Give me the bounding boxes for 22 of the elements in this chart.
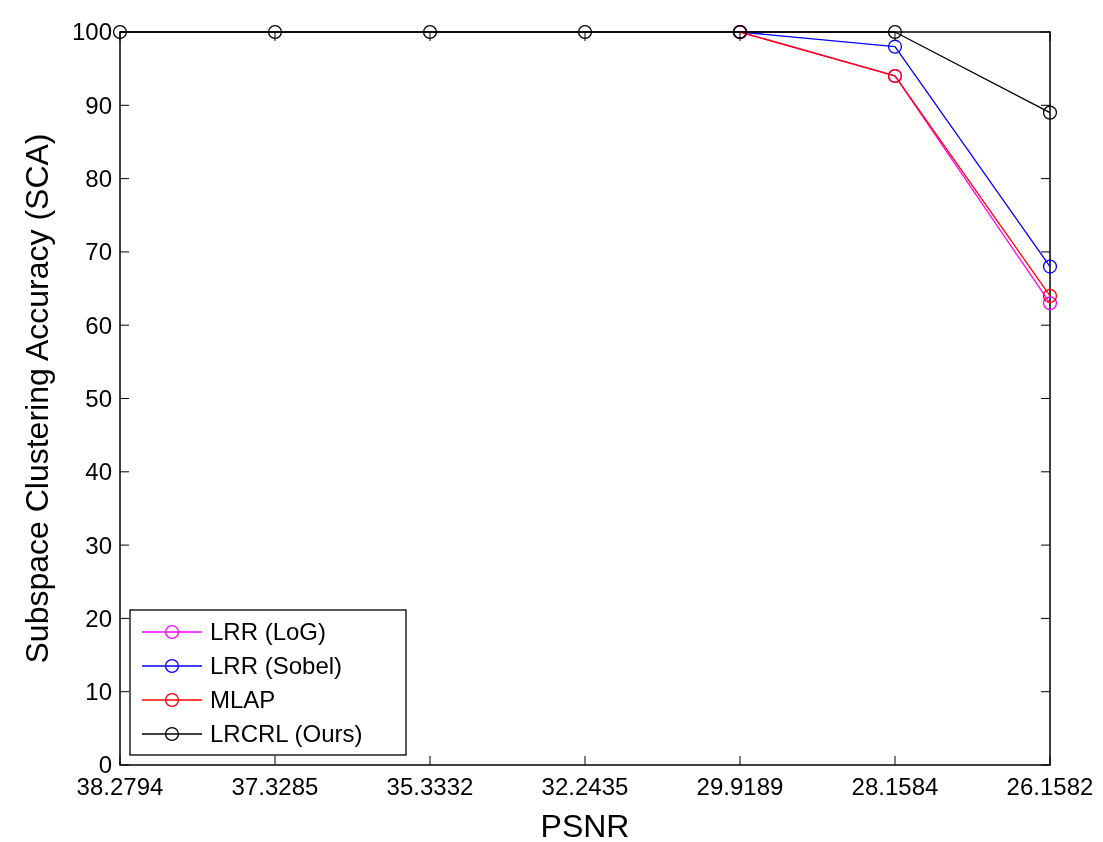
x-tick-label: 32.2435 xyxy=(541,773,629,800)
x-tick-label: 26.1582 xyxy=(1006,773,1094,800)
legend-label: LRR (Sobel) xyxy=(210,652,343,680)
legend-label: MLAP xyxy=(210,686,276,714)
x-tick-label: 28.1584 xyxy=(851,773,939,800)
y-tick-label: 80 xyxy=(85,165,112,192)
y-tick-label: 30 xyxy=(85,531,112,559)
y-tick-label: 20 xyxy=(85,604,112,632)
x-tick-label: 35.3332 xyxy=(386,773,474,800)
x-tick-label: 37.3285 xyxy=(231,773,319,800)
y-tick-label: 70 xyxy=(85,238,112,266)
x-axis-title: PSNR xyxy=(540,808,630,842)
legend-label: LRCRL (Ours) xyxy=(210,720,363,748)
y-tick-label: 90 xyxy=(85,91,112,119)
y-tick-label: 40 xyxy=(85,458,112,486)
y-axis-title: Subspace Clustering Accuracy (SCA) xyxy=(19,133,55,664)
x-tick-label: 29.9189 xyxy=(696,773,784,800)
y-tick-label: 50 xyxy=(85,384,112,412)
y-tick-label: 100 xyxy=(71,18,112,46)
y-tick-label: 10 xyxy=(85,678,112,706)
y-tick-label: 60 xyxy=(85,311,112,339)
legend-label: LRR (LoG) xyxy=(210,618,327,646)
